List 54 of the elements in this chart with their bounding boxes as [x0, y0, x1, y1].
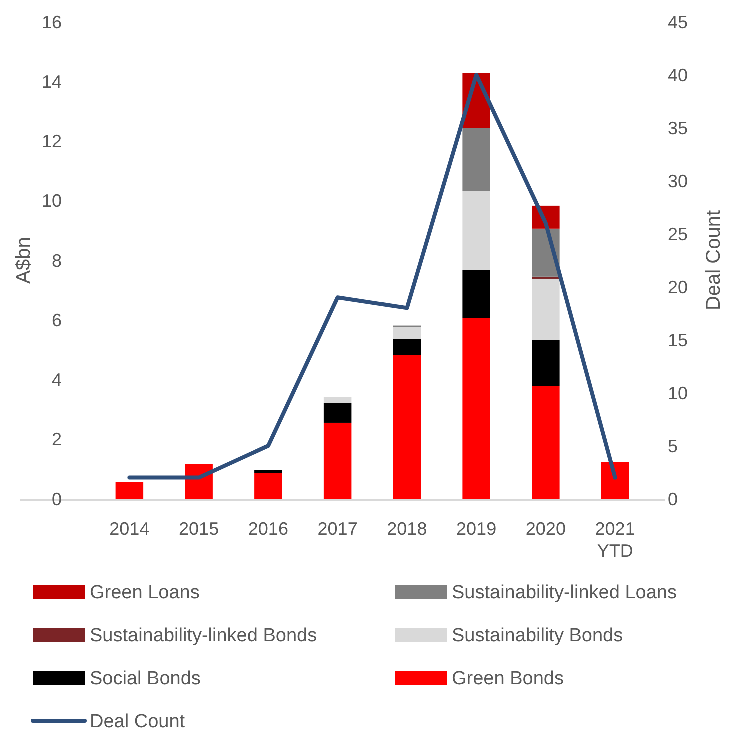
bar [532, 386, 560, 499]
y-tick-label: 0 [52, 489, 62, 510]
legend-label: Deal Count [90, 712, 186, 733]
bar [393, 339, 422, 356]
y-tick-label: 10 [42, 191, 62, 212]
y-tick-label: 14 [42, 72, 62, 92]
legend-label: Green Bonds [452, 668, 564, 690]
y-axis-title: A$bn [13, 237, 35, 284]
x-tick-label: 2014 [110, 519, 150, 539]
legend-label: Social Bonds [90, 668, 201, 690]
y2-tick-label: 35 [668, 118, 688, 138]
bar [462, 270, 490, 318]
bar [393, 327, 422, 340]
bar [462, 318, 490, 499]
bar [532, 278, 560, 340]
bar [462, 191, 490, 270]
y-tick-label: 16 [42, 12, 62, 32]
bar [116, 482, 144, 499]
x-tick-label: 2017 [318, 519, 358, 539]
y2-tick-label: 20 [668, 277, 688, 298]
y2-tick-label: 0 [668, 489, 678, 510]
y2-tick-label: 40 [668, 65, 688, 86]
y2-tick-label: 30 [668, 171, 688, 192]
y2-tick-label: 45 [668, 12, 688, 32]
bar [254, 473, 282, 499]
x-tick-label: 2016 [248, 519, 288, 539]
legend-label: Green Loans [90, 582, 200, 604]
y-tick-label: 4 [52, 370, 62, 390]
bar [254, 470, 282, 474]
y2-tick-label: 5 [668, 436, 678, 456]
bar [601, 462, 630, 499]
y-tick-label: 12 [42, 132, 62, 152]
bar [324, 422, 352, 499]
x-tick-label: 2021 YTD [595, 519, 636, 561]
bar [324, 403, 352, 423]
y-tick-label: 6 [52, 310, 62, 330]
legend-label: Sustainability Bonds [452, 626, 624, 647]
bar [393, 355, 422, 499]
y-tick-label: 8 [52, 250, 62, 271]
line-series [128, 73, 618, 480]
bar [532, 340, 560, 386]
legend-label: Sustainability-linked Bonds [90, 626, 318, 647]
x-tick-label: 2018 [387, 519, 428, 539]
y2-tick-label: 15 [668, 330, 688, 350]
x-tick-label: 2020 [526, 519, 566, 539]
y-tick-label: 2 [52, 430, 62, 450]
x-tick-label: 2015 [179, 519, 220, 539]
y2-axis-title: Deal Count [703, 210, 725, 311]
bar [324, 397, 352, 404]
bar [462, 128, 490, 192]
y2-tick-label: 10 [668, 383, 688, 404]
y2-tick-label: 25 [668, 224, 688, 244]
legend-label: Sustainability-linked Loans [452, 582, 677, 604]
x-tick-label: 2019 [456, 519, 497, 539]
